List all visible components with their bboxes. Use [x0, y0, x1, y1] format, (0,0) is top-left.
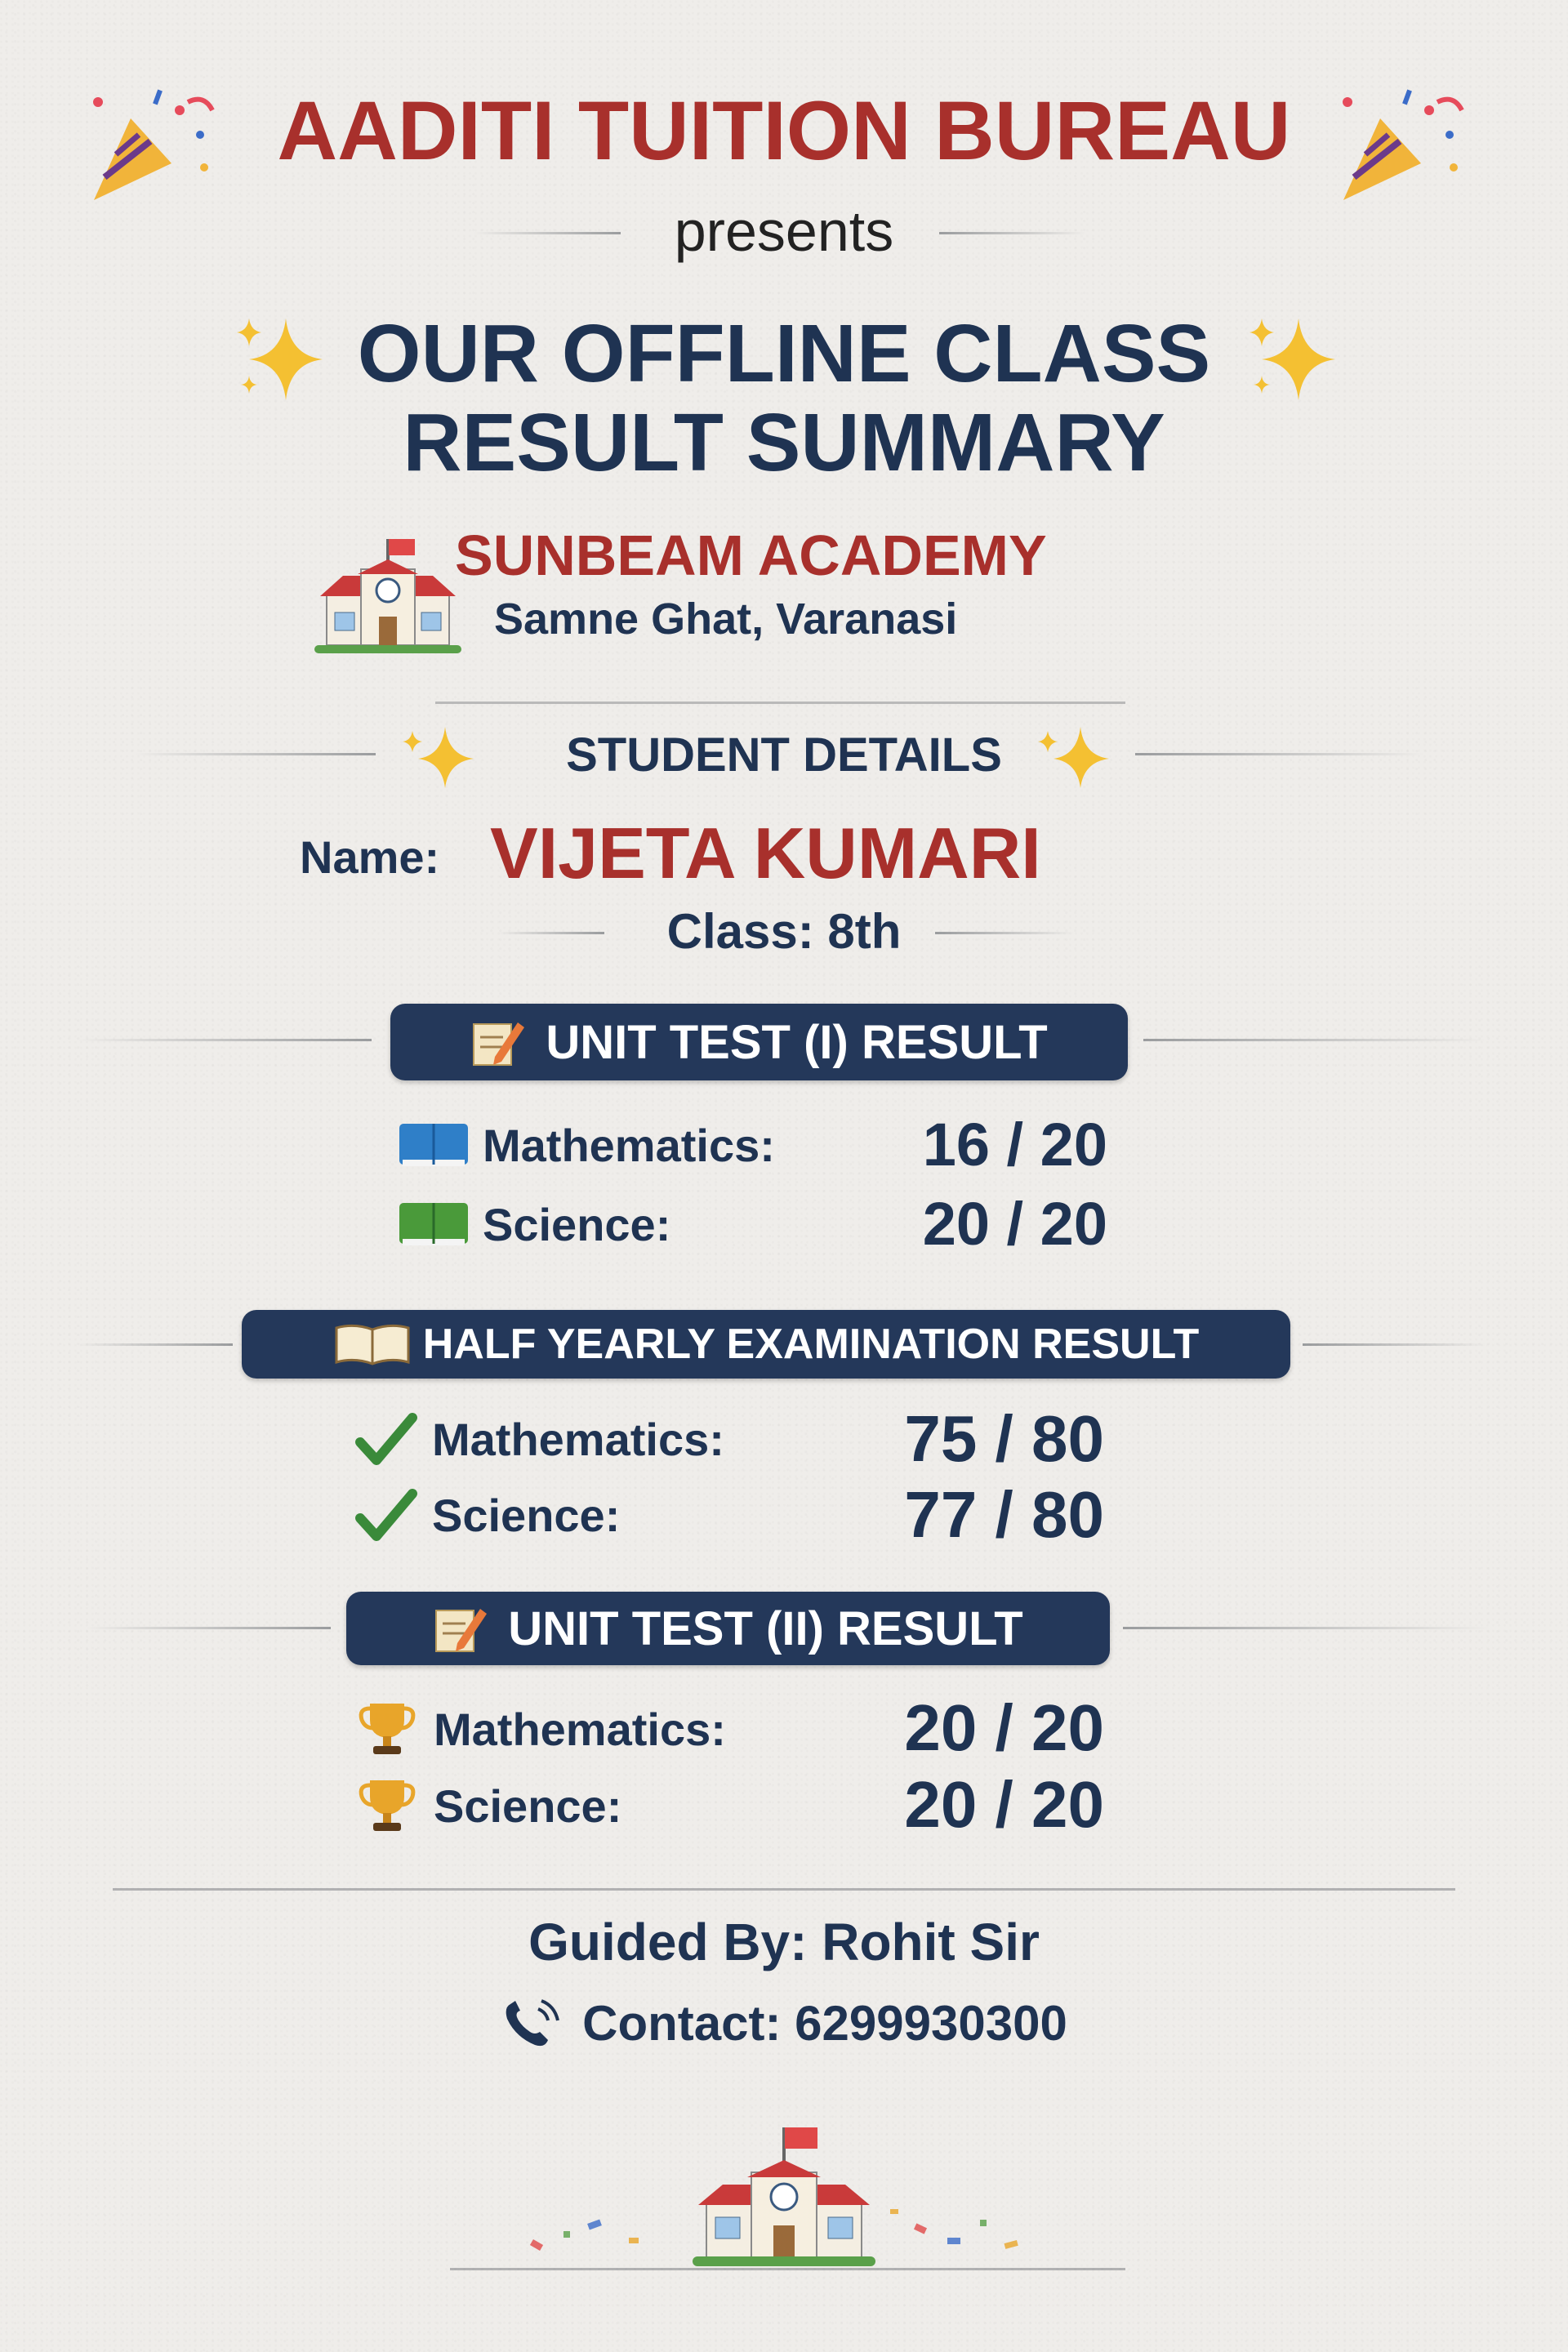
subject-score: 16 / 20 [922, 1111, 1107, 1178]
headline-line-1: OUR OFFLINE CLASS [357, 308, 1211, 399]
presents-text: presents [674, 199, 894, 263]
divider [78, 1343, 233, 1346]
headline-line-2: RESULT SUMMARY [403, 397, 1165, 488]
subject-label: Science: [434, 1780, 622, 1832]
subject-score: 20 / 20 [922, 1190, 1107, 1258]
memo-pencil-icon [435, 1609, 488, 1652]
contact-text: Contact: 6299930300 [582, 1996, 1067, 2051]
sparkles-icon [237, 318, 323, 400]
subject-row: Science: [355, 1489, 620, 1541]
unit-test-1-banner: UNIT TEST (I) RESULT [390, 1004, 1128, 1080]
subject-score: 20 / 20 [904, 1768, 1104, 1841]
memo-pencil-icon [473, 1022, 525, 1066]
subject-score: 77 / 80 [904, 1478, 1104, 1551]
contact-row: Contact: 6299930300 [0, 1994, 1568, 2053]
subject-row: Science: [357, 1777, 621, 1834]
subject-row: Mathematics: [355, 1413, 724, 1465]
unit-test-2-banner: UNIT TEST (II) RESULT [346, 1592, 1110, 1665]
subject-label: Mathematics: [434, 1703, 726, 1755]
guided-by: Guided By: Rohit Sir [528, 1913, 1040, 1971]
school-location: Samne Ghat, Varanasi [494, 595, 958, 644]
open-book-icon [335, 1324, 410, 1365]
half-yearly-title: HALF YEARLY EXAMINATION RESULT [422, 1321, 1200, 1368]
subject-row: Science: [398, 1198, 670, 1250]
trophy-icon [359, 1704, 416, 1754]
subject-row: Mathematics: [357, 1700, 726, 1757]
divider [78, 1039, 372, 1041]
phone-icon [506, 1999, 560, 2047]
sparkles-icon [1038, 727, 1109, 788]
student-details-heading: STUDENT DETAILS [566, 728, 1002, 782]
blue-book-icon [399, 1124, 468, 1166]
divider [1135, 753, 1425, 755]
divider [435, 702, 1125, 704]
divider [474, 232, 621, 234]
divider [86, 1627, 331, 1629]
name-label: Name: [300, 831, 440, 883]
school-building-icon [314, 539, 461, 653]
subject-row: Mathematics: [398, 1119, 775, 1171]
party-popper-icon [93, 89, 215, 200]
green-book-icon [399, 1203, 468, 1245]
divider [1143, 1039, 1486, 1041]
divider [939, 232, 1086, 234]
subject-score: 20 / 20 [904, 1691, 1104, 1764]
student-name: VIJETA KUMARI [490, 813, 1041, 893]
sparkles-icon [1250, 318, 1335, 400]
subject-label: Science: [432, 1489, 621, 1541]
divider [450, 2268, 1125, 2270]
divider [113, 1888, 1455, 1891]
trophy-icon [359, 1780, 416, 1831]
party-popper-icon [1343, 89, 1464, 200]
subject-label: Mathematics: [483, 1119, 775, 1171]
subject-label: Mathematics: [432, 1413, 724, 1465]
check-mark-icon [355, 1413, 417, 1465]
school-building-icon [529, 2127, 1018, 2266]
subject-label: Science: [483, 1198, 671, 1250]
divider [1303, 1343, 1486, 1346]
subject-score: 75 / 80 [904, 1402, 1104, 1475]
divider [498, 932, 604, 934]
unit-test-1-title: UNIT TEST (I) RESULT [546, 1015, 1048, 1069]
school-name: SUNBEAM ACADEMY [455, 523, 1047, 587]
half-yearly-banner: HALF YEARLY EXAMINATION RESULT [242, 1310, 1290, 1379]
divider [935, 932, 1074, 934]
bureau-title: AADITI TUITION BUREAU [277, 84, 1291, 177]
sparkles-icon [403, 727, 474, 788]
divider [135, 753, 376, 755]
unit-test-2-title: UNIT TEST (II) RESULT [508, 1601, 1023, 1655]
student-class: Class: 8th [666, 904, 902, 959]
divider [1123, 1627, 1490, 1629]
check-mark-icon [355, 1489, 417, 1541]
